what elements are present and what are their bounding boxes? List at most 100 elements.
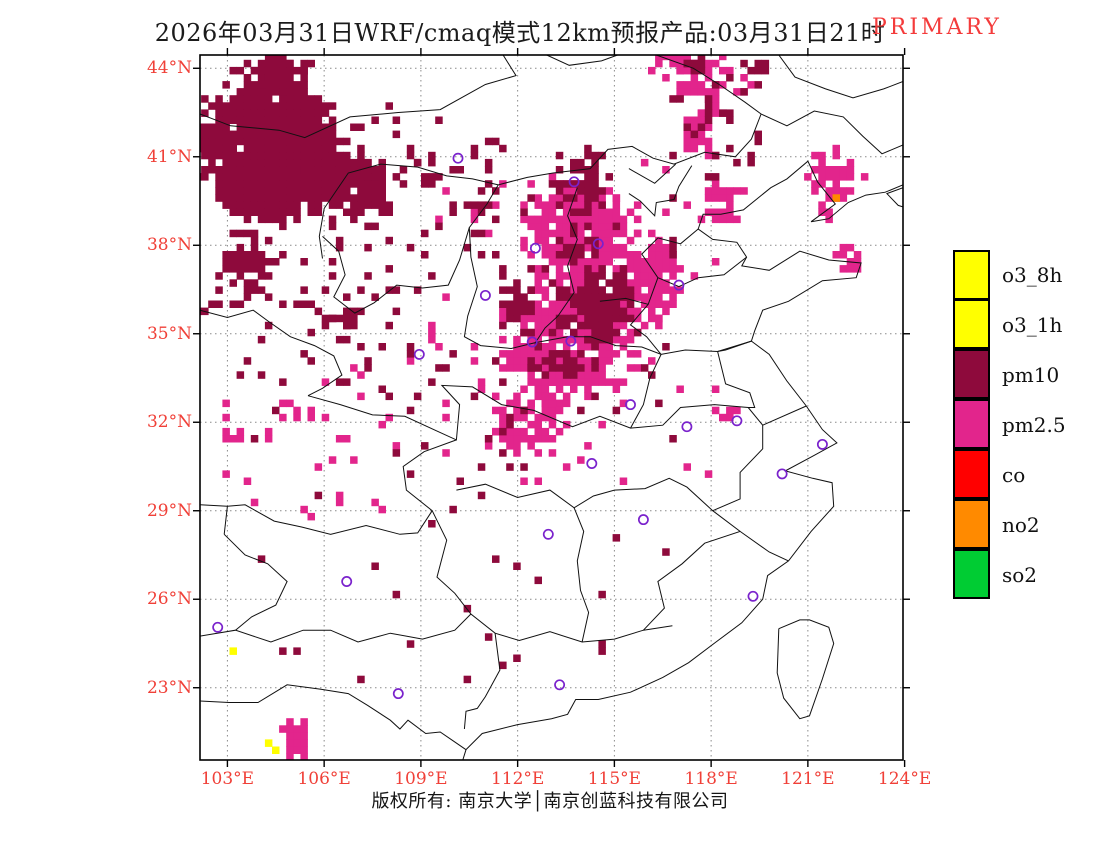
forecast-cell	[513, 314, 521, 323]
forecast-cell	[626, 314, 635, 323]
forecast-cell	[350, 208, 358, 216]
forecast-cell	[839, 265, 848, 273]
forecast-cell	[761, 66, 770, 75]
forecast-cell	[548, 279, 557, 287]
forecast-cell	[577, 335, 585, 344]
forecast-cell	[229, 300, 237, 308]
forecast-cell	[442, 293, 450, 301]
forecast-cell	[633, 272, 642, 280]
forecast-cell	[250, 166, 259, 174]
forecast-cell	[279, 123, 287, 131]
forecast-cell	[378, 166, 386, 174]
forecast-cell	[534, 477, 542, 485]
forecast-cell	[492, 427, 500, 436]
forecast-cell	[300, 95, 308, 103]
forecast-cell	[499, 286, 507, 294]
forecast-cell	[328, 137, 337, 146]
forecast-cell	[541, 350, 550, 358]
forecast-cell	[548, 357, 557, 365]
forecast-cell	[307, 116, 315, 124]
forecast-cell	[300, 116, 308, 124]
forecast-cell	[704, 470, 713, 478]
forecast-cell	[570, 385, 578, 393]
forecast-cell	[541, 208, 550, 216]
forecast-cell	[222, 265, 230, 273]
station-marker	[413, 348, 425, 360]
forecast-cell	[690, 66, 699, 75]
forecast-cell	[598, 350, 606, 358]
forecast-cell	[243, 166, 252, 174]
forecast-cell	[584, 166, 592, 174]
forecast-cell	[264, 272, 273, 280]
forecast-cell	[428, 173, 436, 181]
forecast-cell	[534, 413, 542, 422]
forecast-cell	[350, 456, 358, 464]
forecast-cell	[591, 258, 599, 266]
forecast-cell	[598, 293, 606, 301]
forecast-cell	[591, 364, 599, 372]
forecast-cell	[286, 151, 294, 160]
forecast-cell	[392, 307, 401, 316]
lon-tick-label: 115°E	[587, 769, 642, 789]
forecast-cell	[648, 314, 656, 323]
forecast-cell	[264, 66, 273, 75]
forecast-cell	[321, 194, 330, 202]
legend-item: o3_8h	[953, 250, 1066, 300]
forecast-cell	[250, 229, 259, 238]
forecast-cell	[272, 102, 280, 110]
forecast-cell	[846, 166, 855, 174]
forecast-cell	[222, 123, 230, 131]
forecast-cell	[293, 647, 301, 655]
forecast-cell	[541, 201, 550, 209]
forecast-cell	[236, 300, 245, 308]
forecast-cell	[300, 739, 308, 747]
forecast-cell	[555, 265, 564, 273]
forecast-cell	[711, 151, 720, 160]
forecast-cell	[683, 201, 691, 209]
forecast-cell	[818, 158, 826, 167]
forecast-cell	[300, 74, 308, 82]
forecast-cell	[619, 272, 628, 280]
forecast-cell	[293, 109, 301, 117]
forecast-cell	[690, 74, 699, 82]
forecast-cell	[534, 350, 542, 358]
forecast-cell	[577, 187, 585, 195]
forecast-cell	[626, 258, 635, 266]
forecast-cell	[300, 732, 308, 740]
forecast-cell	[669, 243, 677, 252]
forecast-cell	[286, 130, 294, 139]
forecast-cell	[335, 137, 344, 146]
forecast-cell	[520, 350, 528, 358]
forecast-cell	[726, 109, 734, 117]
forecast-cell	[293, 180, 301, 188]
forecast-cell	[250, 123, 259, 131]
forecast-cell	[534, 321, 542, 330]
forecast-cell	[470, 343, 479, 351]
forecast-cell	[690, 116, 699, 124]
forecast-cell	[726, 144, 734, 153]
forecast-cell	[229, 229, 237, 238]
legend-item: so2	[953, 549, 1066, 600]
forecast-cell	[286, 718, 294, 726]
forecast-cell	[726, 413, 734, 422]
forecast-cell	[364, 166, 372, 174]
forecast-cell	[499, 300, 507, 308]
forecast-cell	[534, 236, 542, 245]
forecast-cell	[648, 229, 656, 238]
forecast-cell	[562, 236, 571, 245]
forecast-cell	[541, 265, 550, 273]
forecast-cell	[570, 166, 578, 174]
forecast-cell	[222, 144, 230, 153]
forecast-cell	[392, 286, 401, 294]
forecast-cell	[314, 463, 323, 471]
forecast-cell	[577, 272, 585, 280]
forecast-cell	[711, 187, 720, 195]
forecast-cell	[506, 420, 514, 429]
forecast-cell	[307, 357, 315, 365]
forecast-cell	[676, 88, 684, 96]
boundary-path	[200, 613, 472, 643]
forecast-cell	[747, 81, 755, 89]
forecast-cell	[328, 130, 337, 139]
forecast-cell	[591, 166, 599, 174]
forecast-cell	[484, 442, 493, 450]
